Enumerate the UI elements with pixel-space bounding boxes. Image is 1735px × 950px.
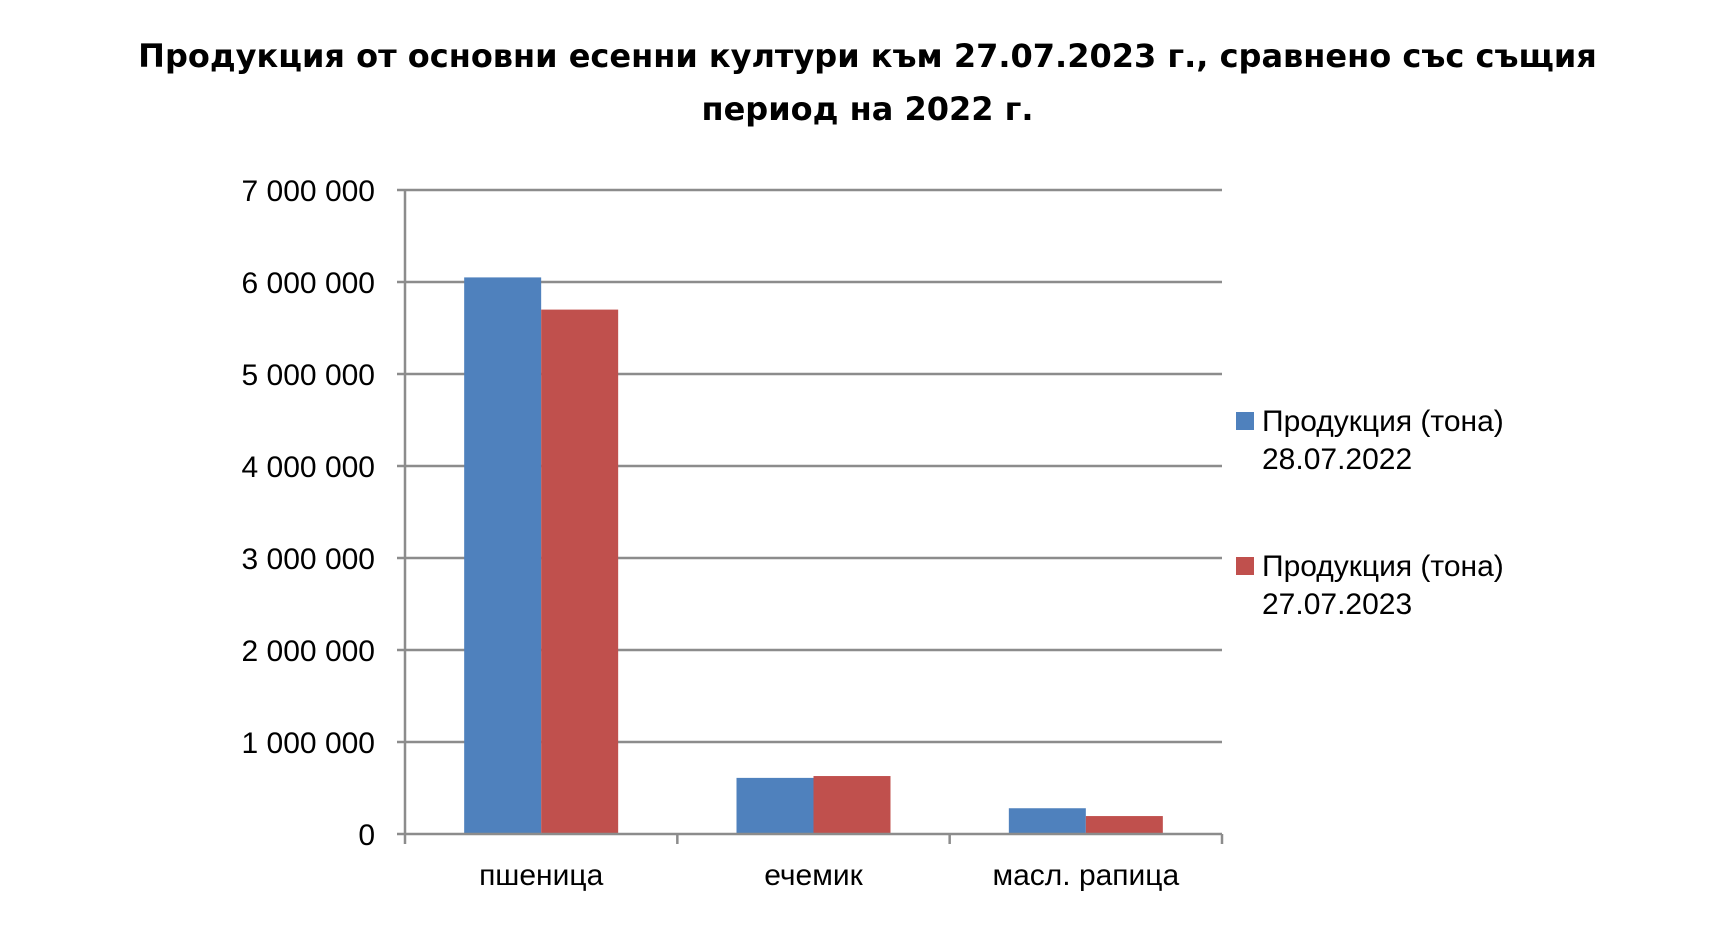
chart-title-line-2: период на 2022 г.: [701, 90, 1034, 128]
legend-label-2: 27.07.2023: [1262, 588, 1412, 621]
y-tick-label: 4 000 000: [242, 451, 375, 484]
x-tick-label: пшеница: [479, 859, 604, 892]
x-tick-label: масл. рапица: [992, 859, 1179, 892]
axes: 0 1 000 000 2 000 000 3 000 000 4 000 000 5 0…: [242, 175, 1224, 892]
legend-swatch-1: [1236, 412, 1254, 430]
bar-1-2: [736, 777, 814, 834]
y-tick-label: 7 000 000: [242, 175, 375, 208]
y-tick-label: 5 000 000: [242, 359, 375, 392]
y-tick-label: 6 000 000: [242, 267, 375, 300]
y-tick-label: 1 000 000: [242, 727, 375, 760]
chart-title-line-1: Продукция от основни есенни култури към …: [138, 37, 1597, 75]
legend-label-1: Продукция (тона): [1262, 405, 1504, 438]
bar-2-2: [813, 776, 891, 834]
legend-label-2: Продукция (тона): [1262, 550, 1504, 583]
bar-1-1: [464, 277, 542, 834]
bars: [464, 277, 1163, 835]
legend-swatch-2: [1236, 557, 1254, 575]
y-tick-label: 3 000 000: [242, 543, 375, 576]
y-tick-label: 2 000 000: [242, 635, 375, 668]
x-tick-label: ечемик: [764, 859, 863, 892]
y-tick-label: 0: [358, 819, 375, 852]
bar-1-3: [1008, 808, 1086, 834]
chart-title: Продукция от основни есенни култури към …: [0, 30, 1735, 136]
bar-2-3: [1085, 816, 1163, 834]
bar-2-1: [541, 309, 619, 835]
legend-label-1: 28.07.2022: [1262, 443, 1412, 476]
legend: Продукция (тона) 28.07.2022 Продукция (тон…: [1236, 405, 1504, 621]
